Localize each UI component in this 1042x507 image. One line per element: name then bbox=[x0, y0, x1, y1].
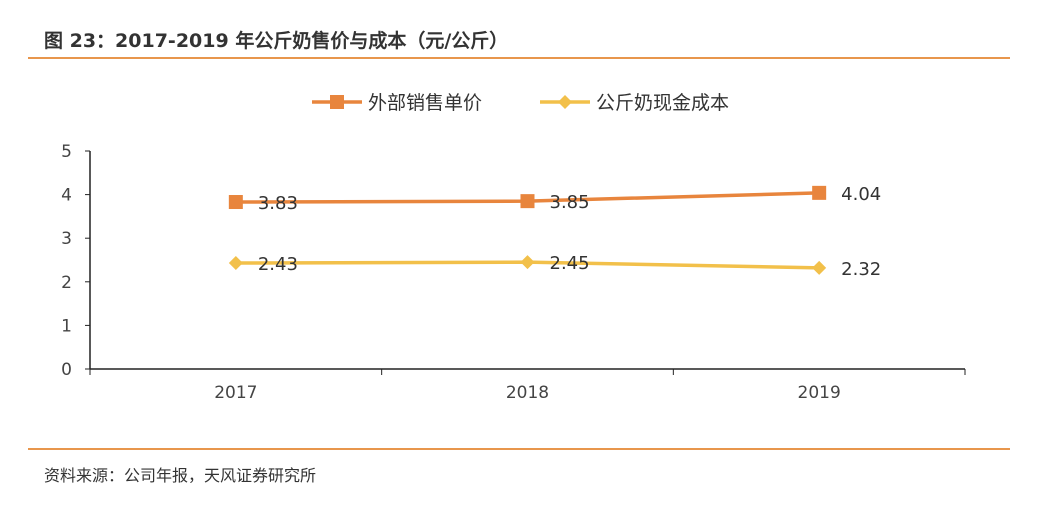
y-tick-label: 2 bbox=[61, 273, 72, 293]
y-tick-label: 3 bbox=[61, 229, 72, 249]
source-note: 资料来源：公司年报，天风证券研究所 bbox=[44, 466, 317, 485]
chart-series: 3.83 3.85 4.04 2.43 2.45 2.32 bbox=[228, 184, 881, 280]
data-point bbox=[228, 256, 243, 271]
top-divider bbox=[28, 57, 1010, 59]
y-tick-label: 0 bbox=[61, 360, 72, 380]
data-point bbox=[228, 195, 243, 210]
chart-title: 图 23：2017-2019 年公斤奶售价与成本（元/公斤） bbox=[44, 30, 509, 52]
data-point bbox=[812, 260, 827, 275]
legend-label: 公斤奶现金成本 bbox=[596, 92, 729, 114]
data-label: 3.83 bbox=[258, 193, 298, 214]
legend-marker bbox=[558, 95, 572, 109]
legend-label: 外部销售单价 bbox=[368, 92, 482, 114]
y-tick-label: 5 bbox=[61, 142, 72, 162]
y-tick-label: 4 bbox=[61, 186, 72, 206]
legend-item-2: 公斤奶现金成本 bbox=[540, 92, 729, 114]
legend: 外部销售单价 公斤奶现金成本 bbox=[312, 92, 729, 114]
series-2: 2.43 2.45 2.32 bbox=[228, 253, 881, 280]
y-tick-label: 1 bbox=[61, 316, 72, 336]
series-1: 3.83 3.85 4.04 bbox=[228, 184, 881, 214]
data-point bbox=[520, 255, 535, 270]
bottom-divider bbox=[28, 448, 1010, 450]
data-point bbox=[812, 185, 827, 200]
data-label: 2.45 bbox=[550, 253, 590, 274]
data-label: 3.85 bbox=[550, 192, 590, 213]
data-label: 4.04 bbox=[841, 184, 881, 205]
x-tick-label: 2017 bbox=[214, 383, 257, 403]
legend-item-1: 外部销售单价 bbox=[312, 92, 482, 114]
chart-axes: 0 1 2 3 4 5 2017 2018 2019 bbox=[61, 142, 966, 403]
data-label: 2.43 bbox=[258, 254, 298, 275]
x-tick-label: 2019 bbox=[798, 383, 841, 403]
data-label: 2.32 bbox=[841, 259, 881, 280]
legend-marker bbox=[330, 95, 344, 109]
x-tick-label: 2018 bbox=[506, 383, 549, 403]
data-point bbox=[520, 194, 535, 209]
